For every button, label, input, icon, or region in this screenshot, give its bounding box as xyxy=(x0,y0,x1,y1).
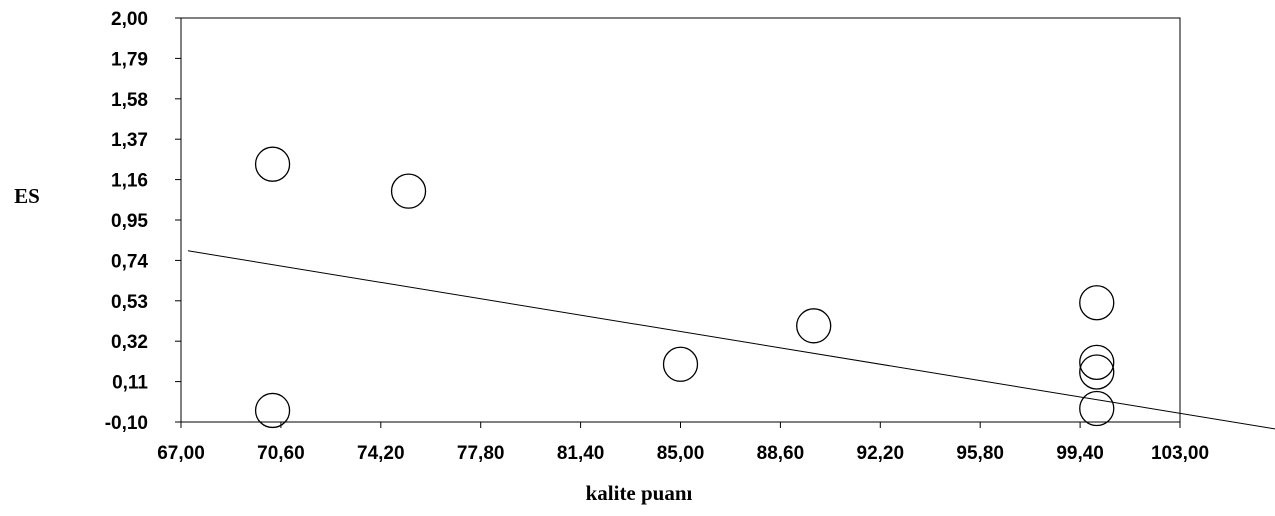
x-tick-label: 74,20 xyxy=(357,443,405,464)
data-point xyxy=(1079,354,1115,390)
x-axis: 67,00 70,60 74,20 77,80 81,40 85,00 88,60 92,20… xyxy=(157,422,1209,464)
x-tick-label: 99,40 xyxy=(1056,443,1104,464)
x-tick-label: 88,60 xyxy=(757,443,805,464)
data-point xyxy=(1079,285,1115,321)
y-tick-label: -0,10 xyxy=(105,413,148,434)
data-points xyxy=(254,146,1115,429)
x-tick-label: 77,80 xyxy=(457,443,505,464)
x-tick-label: 103,00 xyxy=(1151,443,1209,464)
data-point xyxy=(254,392,291,429)
y-tick-label: 1,79 xyxy=(111,49,148,70)
x-tick-label: 92,20 xyxy=(857,443,905,464)
y-tick-label: 0,74 xyxy=(111,251,148,272)
y-axis-title: ES xyxy=(14,184,40,208)
y-tick-label: 1,37 xyxy=(111,130,148,151)
x-tick-label: 70,60 xyxy=(257,443,305,464)
y-axis: 2,00 1,79 1,58 1,37 1,16 0,95 0,74 0,53 0,32 0,11… xyxy=(105,9,181,434)
x-tick-label: 67,00 xyxy=(157,443,205,464)
y-tick-label: 2,00 xyxy=(111,9,148,30)
y-tick-label: 0,95 xyxy=(111,211,148,232)
data-point xyxy=(390,173,427,209)
data-point xyxy=(662,346,699,382)
data-point xyxy=(1079,344,1115,381)
data-point xyxy=(254,146,291,182)
y-tick-label: 0,11 xyxy=(112,373,148,394)
y-tick-label: 0,53 xyxy=(111,292,148,313)
y-tick-label: 0,32 xyxy=(111,332,148,353)
x-tick-label: 81,40 xyxy=(557,443,605,464)
x-axis-title: kalite puanı xyxy=(586,481,693,505)
data-point xyxy=(1079,390,1115,427)
trend-line xyxy=(187,250,1275,430)
y-tick-label: 1,58 xyxy=(111,90,148,111)
plot-area xyxy=(180,17,1181,423)
data-point xyxy=(796,308,832,344)
x-tick-label: 95,80 xyxy=(956,443,1004,464)
x-tick-label: 85,00 xyxy=(657,443,705,464)
y-tick-label: 1,16 xyxy=(111,171,148,192)
